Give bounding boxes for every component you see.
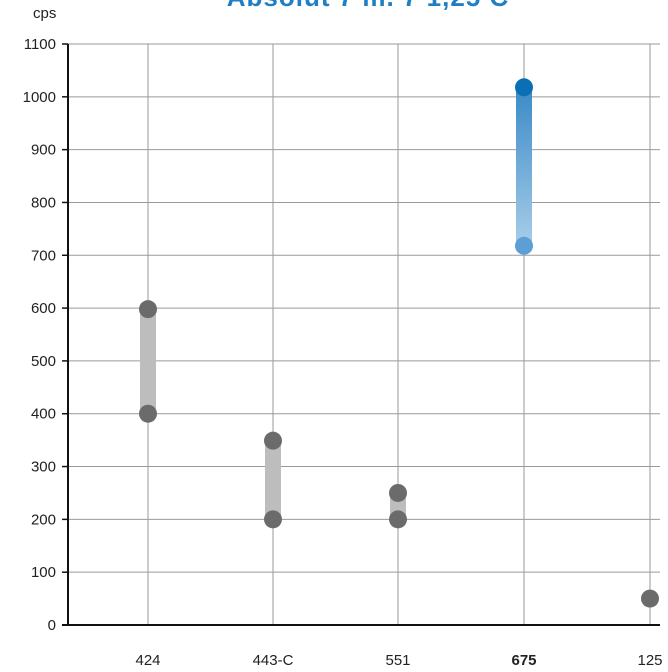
range-bar: [516, 87, 532, 246]
low-point: [641, 589, 659, 608]
low-point: [515, 236, 533, 255]
high-point: [515, 78, 533, 97]
y-tick-label: 100: [31, 564, 56, 581]
x-tick-label: 551: [385, 652, 410, 669]
x-tick-label: 424: [135, 652, 160, 669]
low-point: [139, 404, 157, 423]
range-bar: [140, 309, 156, 414]
high-point: [389, 483, 407, 502]
y-axis-unit-label: cps: [33, 5, 56, 22]
x-tick-label: 443-C: [253, 652, 294, 669]
y-tick-label: 200: [31, 511, 56, 528]
x-tick-label: 675: [511, 652, 536, 669]
high-point: [139, 300, 157, 319]
y-tick-label: 900: [31, 142, 56, 159]
y-tick-label: 500: [31, 353, 56, 370]
y-tick-label: 400: [31, 406, 56, 423]
range-bar: [265, 440, 281, 520]
y-tick-label: 0: [48, 617, 56, 634]
y-tick-label: 1100: [24, 36, 56, 53]
y-tick-label: 800: [31, 194, 56, 211]
y-tick-label: 600: [31, 300, 56, 317]
high-point: [264, 431, 282, 450]
chart-title: Absolut 7 m. 7 1,25 C: [227, 0, 510, 12]
x-tick-label: 125: [637, 652, 662, 669]
y-tick-label: 700: [31, 247, 56, 264]
low-point: [264, 510, 282, 529]
low-point: [389, 510, 407, 529]
y-tick-label: 1000: [23, 89, 56, 106]
y-tick-label: 300: [31, 459, 56, 476]
